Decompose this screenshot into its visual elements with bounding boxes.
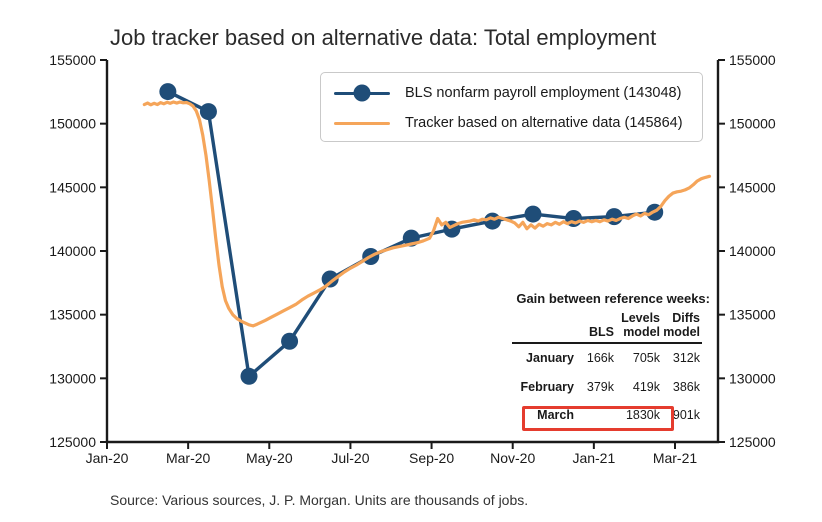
svg-text:Jul-20: Jul-20 xyxy=(331,450,369,466)
svg-text:Mar-21: Mar-21 xyxy=(653,450,698,466)
svg-text:Jan-20: Jan-20 xyxy=(86,450,129,466)
svg-text:140000: 140000 xyxy=(729,243,776,259)
source-note: Source: Various sources, J. P. Morgan. U… xyxy=(110,492,529,508)
legend-item-tracker: Tracker based on alternative data (14586… xyxy=(321,108,702,138)
gain-table: BLS Levels model Diffs model January 166… xyxy=(512,311,702,430)
header-cell-levels-model: Levels model xyxy=(621,311,660,339)
svg-text:130000: 130000 xyxy=(49,370,96,386)
legend-circle-marker-icon xyxy=(353,84,371,102)
legend-line-sample-tracker xyxy=(334,114,390,132)
svg-text:125000: 125000 xyxy=(729,434,776,450)
svg-text:135000: 135000 xyxy=(49,307,96,323)
svg-text:Sep-20: Sep-20 xyxy=(409,450,454,466)
svg-text:125000: 125000 xyxy=(49,434,96,450)
legend-item-bls: BLS nonfarm payroll employment (143048) xyxy=(321,78,702,108)
svg-text:130000: 130000 xyxy=(729,370,776,386)
legend-label-tracker: Tracker based on alternative data (14586… xyxy=(405,115,683,131)
chart-title: Job tracker based on alternative data: T… xyxy=(110,25,657,50)
header-cell-bls: BLS xyxy=(589,325,614,339)
svg-text:Jan-21: Jan-21 xyxy=(572,450,615,466)
svg-text:145000: 145000 xyxy=(49,179,96,195)
gain-table-title: Gain between reference weeks: xyxy=(516,291,710,306)
svg-text:150000: 150000 xyxy=(729,116,776,132)
svg-text:Nov-20: Nov-20 xyxy=(490,450,535,466)
svg-text:145000: 145000 xyxy=(729,179,776,195)
svg-text:150000: 150000 xyxy=(49,116,96,132)
header-cell-diffs-model: Diffs model xyxy=(663,311,700,339)
chart-legend: BLS nonfarm payroll employment (143048) … xyxy=(320,72,703,142)
svg-text:135000: 135000 xyxy=(729,307,776,323)
table-row-january: January 166k 705k 312k xyxy=(526,351,700,366)
table-row-march: March 1830k 901k xyxy=(537,408,700,423)
legend-line-sample-bls xyxy=(334,84,390,102)
legend-label-bls: BLS nonfarm payroll employment (143048) xyxy=(405,85,682,101)
svg-text:155000: 155000 xyxy=(729,52,776,68)
svg-text:140000: 140000 xyxy=(49,243,96,259)
table-row-february: February 379k 419k 386k xyxy=(520,379,701,394)
svg-text:May-20: May-20 xyxy=(246,450,293,466)
svg-text:155000: 155000 xyxy=(49,52,96,68)
gain-table-header-row: BLS Levels model Diffs model xyxy=(512,311,702,344)
svg-text:Mar-20: Mar-20 xyxy=(166,450,211,466)
